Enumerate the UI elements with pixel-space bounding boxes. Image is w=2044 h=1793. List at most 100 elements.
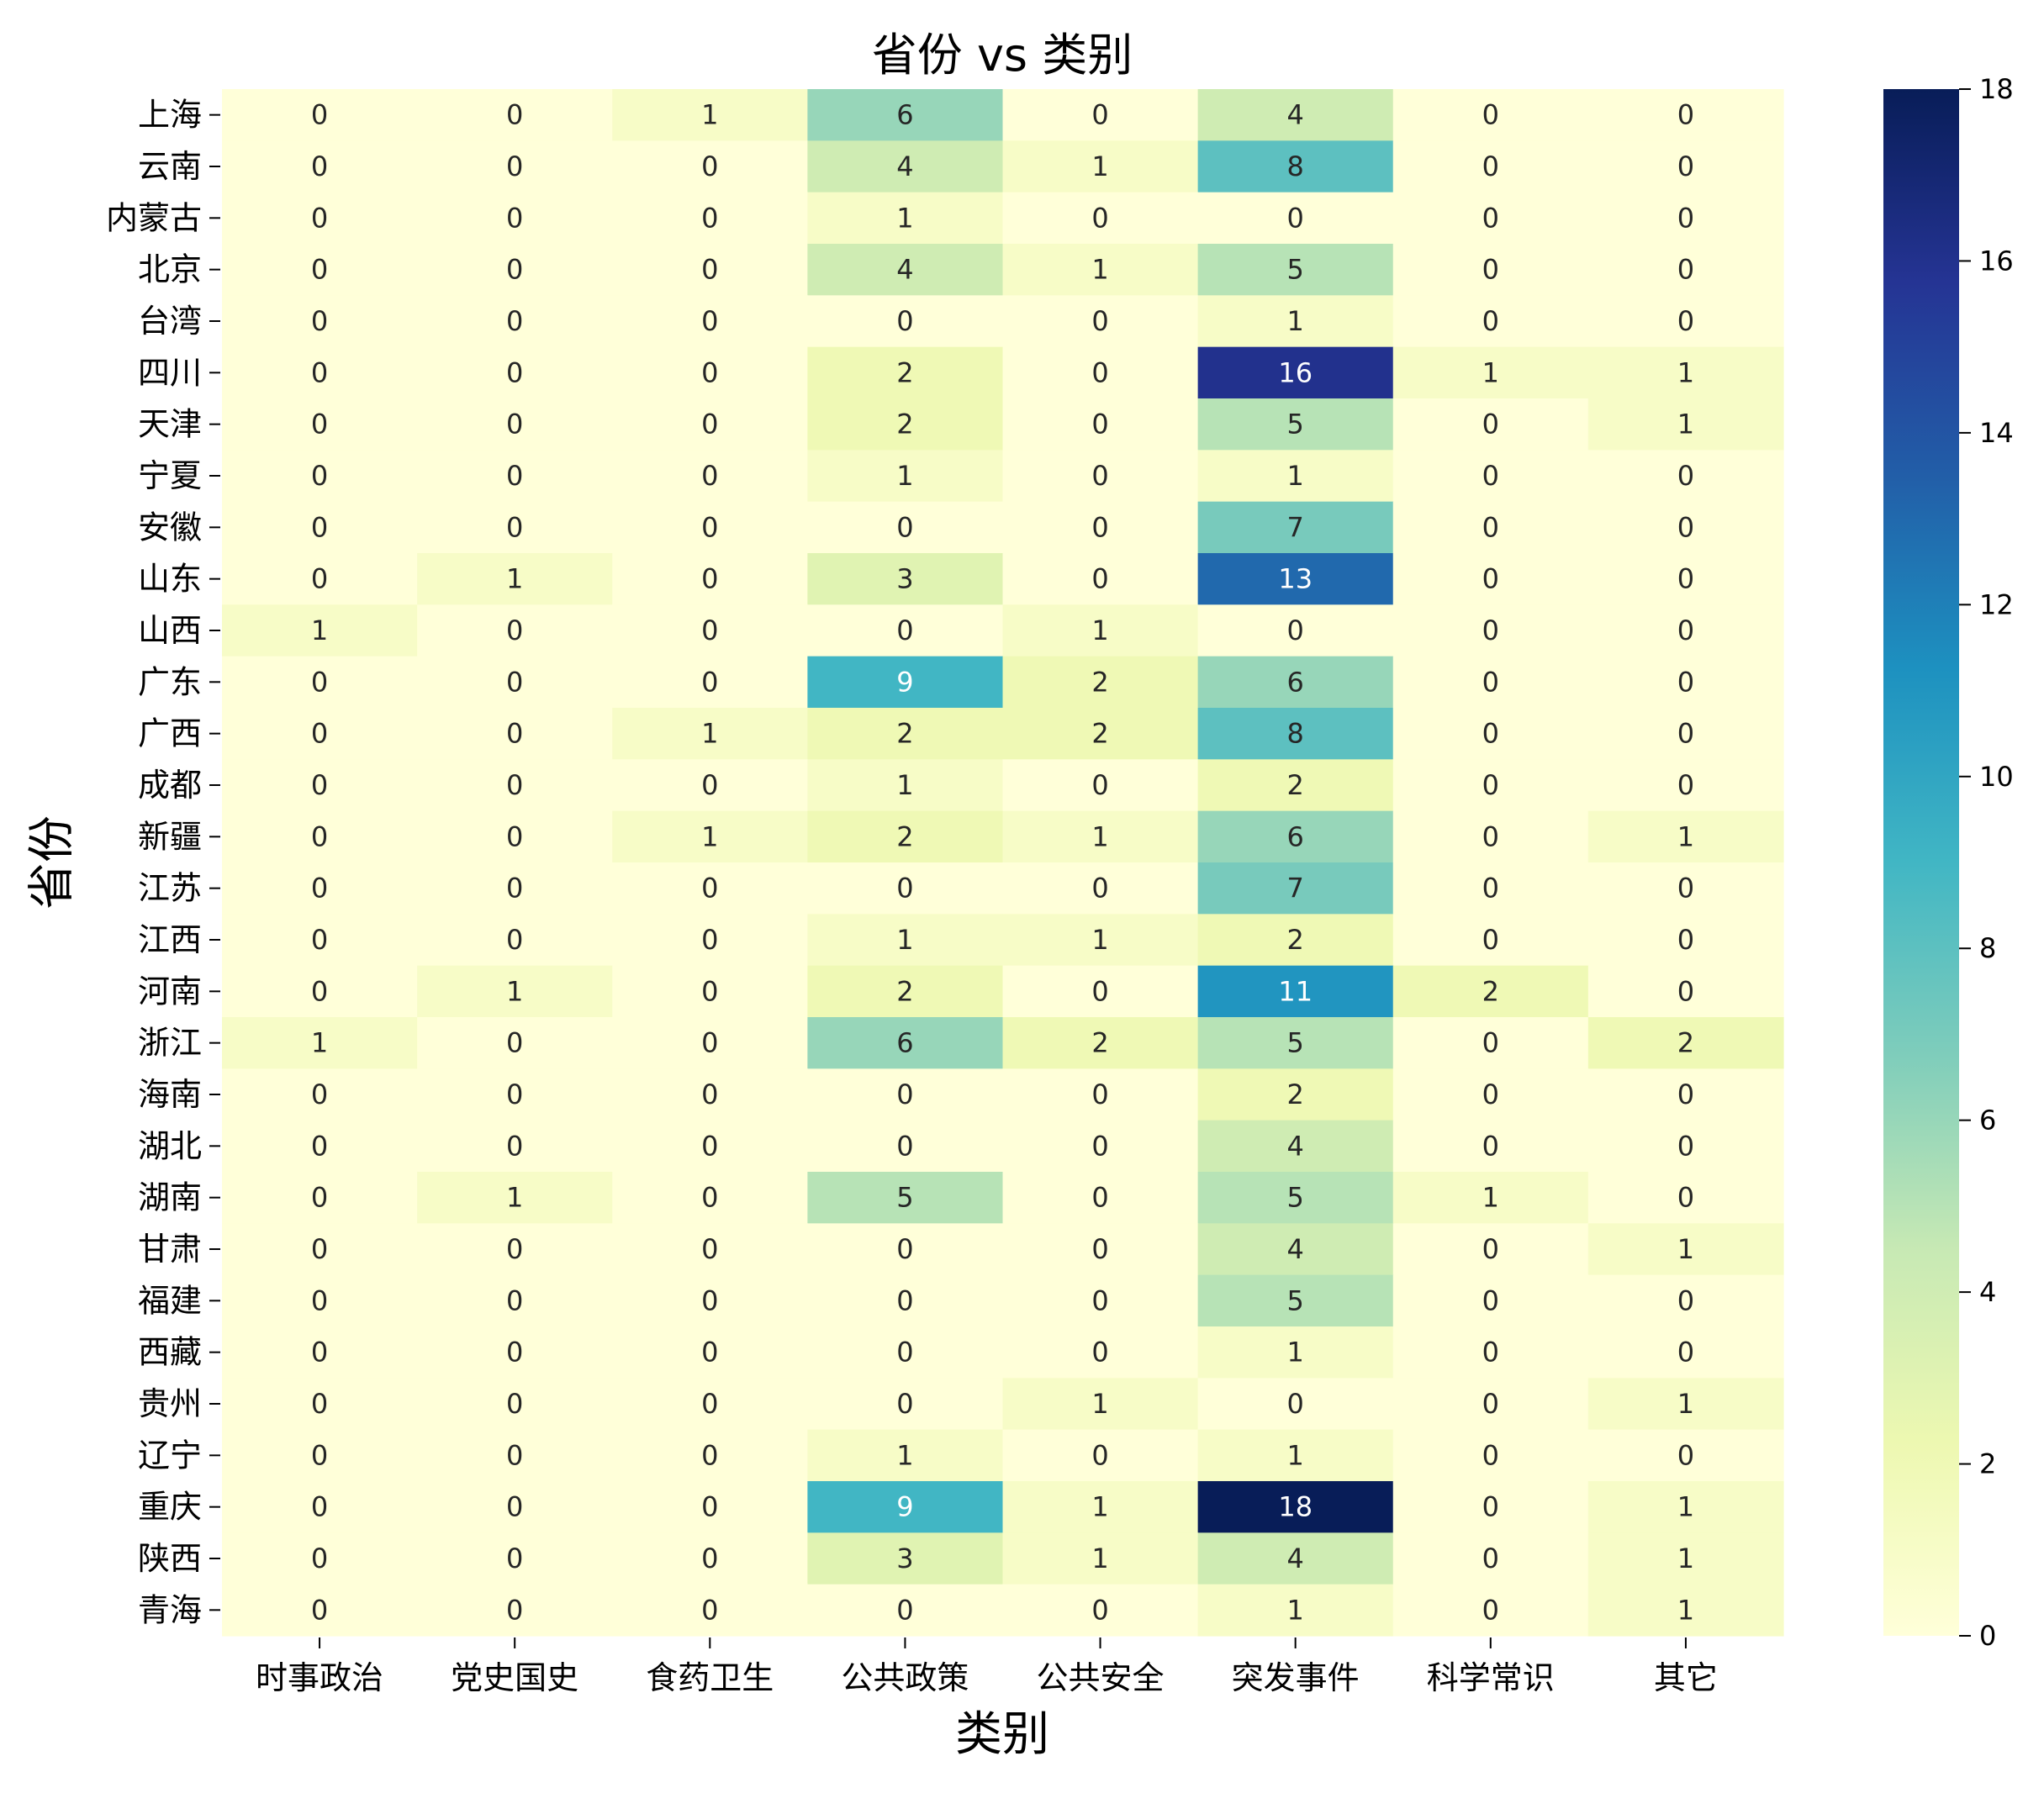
heatmap-cell	[1392, 810, 1589, 863]
x-axis-ticks: 时事政治 党史国史 食药卫生 公共政策 公共安全 突发事件 科学常识 其它	[256, 1637, 1718, 1696]
heatmap-cell	[417, 1068, 613, 1121]
heatmap-cell	[612, 244, 808, 296]
cell-label: 0	[506, 924, 523, 956]
heatmap-cell	[1002, 1223, 1199, 1276]
cell-label: 0	[701, 1388, 718, 1420]
heatmap-cell	[1002, 1378, 1199, 1431]
cell-label: 1	[1091, 254, 1108, 286]
heatmap-cell	[222, 604, 418, 657]
heatmap-cell	[1587, 398, 1784, 451]
heatmap-cell	[1002, 656, 1199, 709]
cell-label: 1	[1482, 1182, 1499, 1214]
heatmap-cells	[222, 89, 1784, 1637]
heatmap-cell	[612, 1068, 808, 1121]
heatmap-cell	[1002, 965, 1199, 1018]
y-tick-label: 广东	[138, 663, 202, 700]
cell-label: 0	[311, 873, 328, 904]
cell-label: 0	[311, 99, 328, 131]
cell-label: 11	[1278, 975, 1312, 1007]
cell-label: 0	[1677, 1337, 1694, 1368]
cell-label: 0	[701, 614, 718, 646]
y-tick-label: 贵州	[138, 1385, 202, 1422]
cell-label: 0	[701, 873, 718, 904]
cell-label: 0	[1091, 1233, 1108, 1265]
y-tick-label: 江西	[138, 921, 202, 958]
cell-label: 0	[1091, 563, 1108, 595]
heatmap-cell	[1197, 346, 1394, 399]
colorbar-tick-label: 18	[1979, 73, 2014, 105]
heatmap-cell	[1392, 1068, 1589, 1121]
y-tick-label: 云南	[138, 148, 202, 185]
x-tick-label: 科学常识	[1427, 1659, 1555, 1696]
y-tick-label: 宁夏	[138, 457, 202, 494]
cell-label: 0	[896, 1130, 913, 1162]
cell-label: 0	[896, 1337, 913, 1368]
cell-label: 0	[1482, 1130, 1499, 1162]
heatmap-cell	[612, 1120, 808, 1173]
cell-label: 13	[1278, 563, 1312, 595]
heatmap-cell	[612, 1274, 808, 1327]
heatmap-cell	[1197, 810, 1394, 863]
heatmap-cell	[1197, 89, 1394, 141]
heatmap-cell	[1197, 1017, 1394, 1069]
cell-label: 0	[506, 99, 523, 131]
y-tick-label: 成都	[138, 767, 202, 804]
heatmap-cell	[807, 1584, 1004, 1637]
heatmap-cell	[1587, 501, 1784, 554]
heatmap-cell	[1392, 1172, 1589, 1224]
heatmap-cell	[1002, 140, 1199, 193]
cell-label: 0	[701, 924, 718, 956]
cell-label: 0	[701, 666, 718, 698]
cell-label: 0	[506, 460, 523, 492]
heatmap-cell	[1392, 1378, 1589, 1431]
heatmap-cell	[1002, 295, 1199, 348]
cell-label: 0	[896, 1284, 913, 1316]
cell-label: 0	[1677, 924, 1694, 956]
heatmap-cell	[1002, 553, 1199, 605]
heatmap-cell	[417, 656, 613, 709]
heatmap-cell	[222, 656, 418, 709]
cell-label: 0	[1482, 202, 1499, 234]
heatmap-cell	[417, 89, 613, 141]
heatmap-cell	[1392, 192, 1589, 245]
heatmap-cell	[417, 1120, 613, 1173]
heatmap-cell	[1002, 1532, 1199, 1585]
cell-label: 1	[1091, 1388, 1108, 1420]
cell-label: 3	[896, 563, 913, 595]
x-tick-label: 突发事件	[1232, 1659, 1360, 1696]
cell-label: 0	[1482, 1027, 1499, 1059]
colorbar-tick-label: 4	[1979, 1276, 1996, 1308]
cell-label: 2	[1482, 975, 1499, 1007]
heatmap-cell	[612, 1584, 808, 1637]
heatmap-cell	[807, 89, 1004, 141]
y-tick-label: 山西	[138, 612, 202, 649]
cell-label: 0	[311, 511, 328, 543]
cell-label: 0	[1677, 99, 1694, 131]
heatmap-cell	[807, 295, 1004, 348]
heatmap-cell	[612, 914, 808, 967]
cell-label: 0	[1091, 1078, 1108, 1110]
cell-label: 1	[1287, 1594, 1304, 1626]
cell-label: 1	[1091, 924, 1108, 956]
cell-label: 0	[1677, 975, 1694, 1007]
cell-label: 0	[506, 150, 523, 182]
cell-label: 0	[311, 1337, 328, 1368]
heatmap-cell	[417, 1274, 613, 1327]
heatmap-cell	[1002, 708, 1199, 760]
cell-label: 0	[311, 1078, 328, 1110]
cell-label: 0	[701, 1284, 718, 1316]
cell-label: 1	[701, 718, 718, 750]
cell-label: 0	[506, 614, 523, 646]
cell-label: 0	[311, 1284, 328, 1316]
cell-label: 6	[1287, 666, 1304, 698]
heatmap-cell	[222, 192, 418, 245]
heatmap-cell	[1197, 708, 1394, 760]
heatmap-cell	[807, 1172, 1004, 1224]
heatmap-cell	[1002, 1429, 1199, 1482]
heatmap-cell	[807, 1274, 1004, 1327]
heatmap-cell	[1392, 140, 1589, 193]
cell-label: 0	[1677, 1130, 1694, 1162]
heatmap-cell	[417, 604, 613, 657]
heatmap-cell	[1392, 450, 1589, 503]
cell-label: 6	[896, 99, 913, 131]
